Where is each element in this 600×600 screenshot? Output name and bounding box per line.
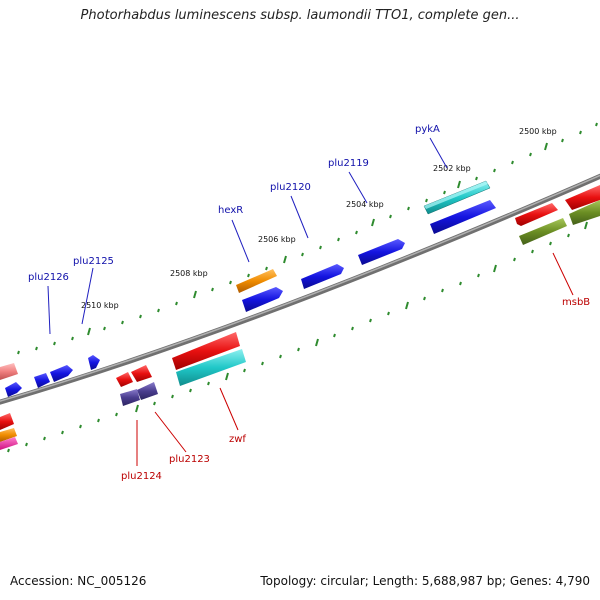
gene-zwf-teal[interactable] [176,349,246,386]
gene-plu2125[interactable] [88,355,100,370]
gene-left-magenta-bottom[interactable] [0,437,18,450]
gene-label-plu2125: plu2125 [73,256,114,267]
gene-msbb-red[interactable] [515,203,558,226]
gene-plu2126-a[interactable] [50,365,73,382]
bottom-tick-row [7,221,588,453]
top-tick-row [17,122,598,355]
gene-label-plu2120: plu2120 [270,182,311,193]
kbp-label: 2506 kbp [258,235,296,244]
gene-label-plu2126: plu2126 [28,272,69,283]
topology-text: Topology: circular; Length: 5,688,987 bp… [260,574,590,588]
gene-right-olive[interactable] [569,200,600,225]
gene-label-pyka: pykA [415,124,440,135]
kbp-label: 2500 kbp [519,127,557,136]
gene-hexr-blue[interactable] [242,287,283,312]
gene-left-pink[interactable] [0,363,18,380]
accession-text: Accession: NC_005126 [10,574,147,588]
gene-plu2123-red[interactable] [131,365,152,382]
gene-label-plu2123: plu2123 [169,454,210,465]
gene-plu2124-purple[interactable] [120,389,140,406]
gene-zwf-red[interactable] [172,332,240,370]
gene-label-zwf: zwf [229,434,246,445]
gene-plu2120[interactable] [301,264,344,289]
gene-left-red-bottom[interactable] [0,413,14,430]
gene-pyka-teal[interactable] [423,180,491,215]
kbp-label: 2502 kbp [433,164,471,173]
bottom-leader-lines [136,252,574,466]
gene-left-blue[interactable] [5,382,22,397]
genome-backbone [0,173,600,405]
kbp-label: 2508 kbp [170,269,208,278]
gene-left-orange-bottom[interactable] [0,428,17,442]
gene-plu2123-purple[interactable] [137,382,158,400]
gene-label-hexr: hexR [218,205,243,216]
kbp-label: 2510 kbp [81,301,119,310]
gene-pyka-blue[interactable] [430,200,496,234]
gene-label-plu2119: plu2119 [328,158,369,169]
gene-label-plu2124: plu2124 [121,471,162,482]
genome-title: Photorhabdus luminescens subsp. laumondi… [80,8,520,23]
gene-msbb-olive[interactable] [519,218,567,245]
gene-right-red[interactable] [565,185,600,210]
top-leader-lines [47,137,448,335]
gene-hexr-orange[interactable] [236,269,277,293]
gene-plu2119[interactable] [358,239,405,265]
gene-plu2126-b[interactable] [34,373,50,388]
kbp-label: 2504 kbp [346,200,384,209]
gene-plu2124-red[interactable] [116,372,133,387]
gene-label-msbb: msbB [562,297,590,308]
